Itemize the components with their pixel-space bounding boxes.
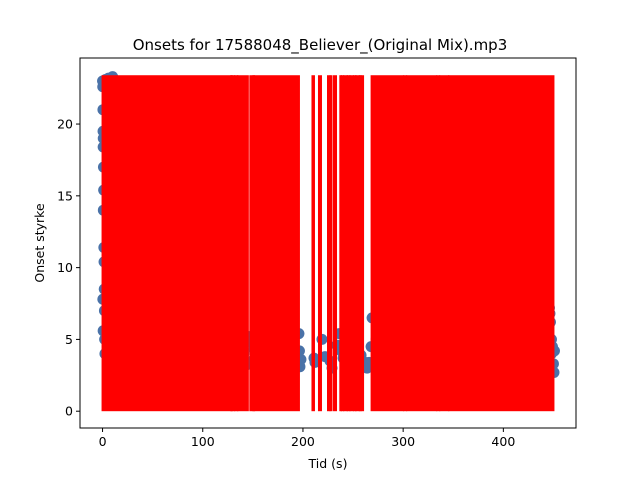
onset-line-band bbox=[358, 75, 362, 412]
x-tick-label: 400 bbox=[491, 434, 515, 449]
onset-line-band bbox=[343, 75, 349, 412]
onset-line-band bbox=[339, 75, 343, 412]
onset-line-band bbox=[252, 75, 256, 412]
onset-line-band bbox=[349, 75, 355, 412]
onset-line-band bbox=[311, 75, 315, 412]
onset-line-band bbox=[370, 75, 405, 412]
y-tick-label: 5 bbox=[65, 332, 73, 347]
x-tick-label: 300 bbox=[391, 434, 415, 449]
onset-line-band bbox=[406, 75, 438, 412]
onset-line-band bbox=[448, 75, 555, 412]
onset-line-band bbox=[346, 75, 351, 412]
onset-line-band bbox=[333, 75, 338, 412]
y-tick-label: 20 bbox=[57, 117, 73, 132]
onset-line-band bbox=[233, 75, 239, 412]
onset-line-band bbox=[353, 75, 357, 412]
x-tick-label: 200 bbox=[291, 434, 315, 449]
y-tick-label: 15 bbox=[57, 188, 73, 203]
y-tick-label: 10 bbox=[57, 260, 73, 275]
onset-line-band bbox=[439, 75, 450, 412]
onset-line-band bbox=[403, 75, 408, 412]
x-tick-label: 100 bbox=[191, 434, 215, 449]
y-tick-label: 0 bbox=[65, 404, 73, 419]
onset-line-band bbox=[249, 75, 254, 412]
onset-line-band bbox=[436, 75, 441, 412]
chart-title: Onsets for 17588048_Believer_(Original M… bbox=[133, 36, 508, 55]
onset-line-band bbox=[317, 75, 322, 412]
onset-line-band bbox=[340, 75, 345, 412]
x-tick-label: 0 bbox=[99, 434, 107, 449]
y-axis: 0 5 10 15 20 bbox=[57, 117, 80, 419]
onset-line-band bbox=[236, 75, 249, 412]
onset-line-band bbox=[329, 75, 333, 412]
onset-line-band bbox=[253, 75, 300, 412]
onset-line-band bbox=[355, 75, 361, 412]
x-axis: 0 100 200 300 400 bbox=[99, 428, 515, 449]
onset-line-band bbox=[327, 75, 331, 412]
x-axis-label: Tid (s) bbox=[308, 456, 348, 471]
onset-line-band bbox=[360, 75, 365, 412]
onset-line-band bbox=[101, 75, 232, 412]
onset-line-band bbox=[231, 75, 236, 412]
plot-frame bbox=[79, 57, 577, 429]
onset-lines-layer bbox=[101, 75, 555, 412]
y-axis-label: Onset styrke bbox=[32, 203, 47, 283]
